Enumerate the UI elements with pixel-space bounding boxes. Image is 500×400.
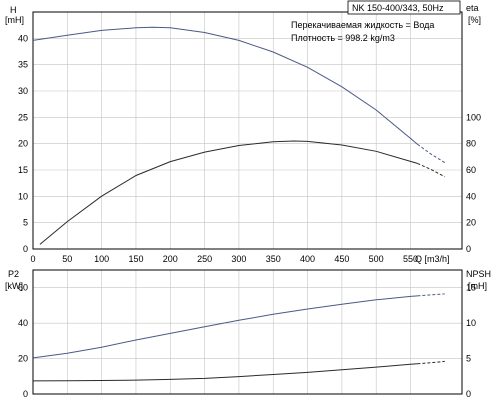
- left-tick-label: 0: [23, 389, 28, 399]
- efficiency-curve-extension: [417, 162, 446, 178]
- lower-plot: 0 20 40 60 0 5 10 15 P2 [kW] NPSH [mH]: [5, 269, 491, 399]
- right-tick-label: 60: [466, 165, 476, 175]
- x-tick-label: 400: [300, 254, 315, 264]
- head-axis-label-line1: H: [10, 5, 17, 15]
- left-tick-label: 40: [18, 318, 28, 328]
- left-tick-label: 0: [23, 244, 28, 254]
- x-tick-label: 50: [62, 254, 72, 264]
- density-info: Плотность = 998.2 kg/m3: [291, 33, 395, 43]
- flow-axis-label: Q [m3/h]: [415, 254, 450, 264]
- left-tick-label: 35: [18, 60, 28, 70]
- left-tick-label: 60: [18, 283, 28, 293]
- pump-title: NK 150-400/343, 50Hz: [352, 3, 444, 13]
- x-tick-label: 250: [197, 254, 212, 264]
- left-tick-label: 15: [18, 165, 28, 175]
- left-tick-label: 20: [18, 354, 28, 364]
- x-tick-label: 0: [30, 254, 35, 264]
- head-curve-extension: [417, 143, 446, 164]
- right-tick-label: 0: [466, 244, 471, 254]
- lower-grid: [33, 270, 462, 394]
- x-tick-label: 350: [266, 254, 281, 264]
- efficiency-curve: [39, 140, 418, 245]
- left-tick-label: 40: [18, 33, 28, 43]
- x-tick-label: 450: [334, 254, 349, 264]
- x-tick-label: 500: [369, 254, 384, 264]
- left-tick-label: 25: [18, 112, 28, 122]
- right-tick-label: 10: [466, 318, 476, 328]
- lower-curves: [32, 293, 445, 382]
- right-tick-label: 40: [466, 191, 476, 201]
- fluid-info: Перекачиваемая жидкость = Вода: [291, 20, 434, 30]
- right-tick-label: 0: [466, 389, 471, 399]
- power-axis-label-line1: P2: [8, 269, 19, 279]
- power_p2-curve: [32, 295, 418, 359]
- x-tick-label: 200: [163, 254, 178, 264]
- npsh-curve-extension: [417, 360, 445, 365]
- upper-plot-frame: [32, 11, 463, 250]
- eta-axis-label-line1: eta: [466, 3, 479, 13]
- left-tick-label: 20: [18, 139, 28, 149]
- x-tick-label: 150: [128, 254, 143, 264]
- left-tick-label: 10: [18, 191, 28, 201]
- lower-tick-labels: 0 20 40 60 0 5 10 15: [18, 283, 476, 399]
- right-tick-label: 20: [466, 218, 476, 228]
- left-tick-label: 5: [23, 218, 28, 228]
- pump-title-box: NK 150-400/343, 50Hz: [347, 0, 461, 15]
- right-tick-label: 15: [466, 283, 476, 293]
- npsh-axis-label-line1: NPSH: [466, 269, 491, 279]
- power_p2-curve-extension: [417, 293, 445, 297]
- npsh-curve: [32, 363, 418, 382]
- right-tick-label: 80: [466, 139, 476, 149]
- power-axis-label-line2: [kW]: [5, 281, 23, 291]
- left-tick-label: 30: [18, 86, 28, 96]
- right-tick-label: 100: [466, 112, 481, 122]
- x-tick-label: 300: [231, 254, 246, 264]
- head-curve: [32, 26, 418, 145]
- head-axis-label-line2: [mH]: [5, 15, 24, 25]
- upper-curves: [32, 26, 446, 245]
- x-tick-label: 550: [403, 254, 418, 264]
- x-tick-label: 100: [94, 254, 109, 264]
- npsh-axis-label-line2: [mH]: [468, 281, 487, 291]
- upper-grid: [33, 12, 462, 249]
- eta-axis-label-line2: [%]: [468, 15, 481, 25]
- lower-plot-frame: [32, 269, 463, 395]
- right-tick-label: 5: [466, 354, 471, 364]
